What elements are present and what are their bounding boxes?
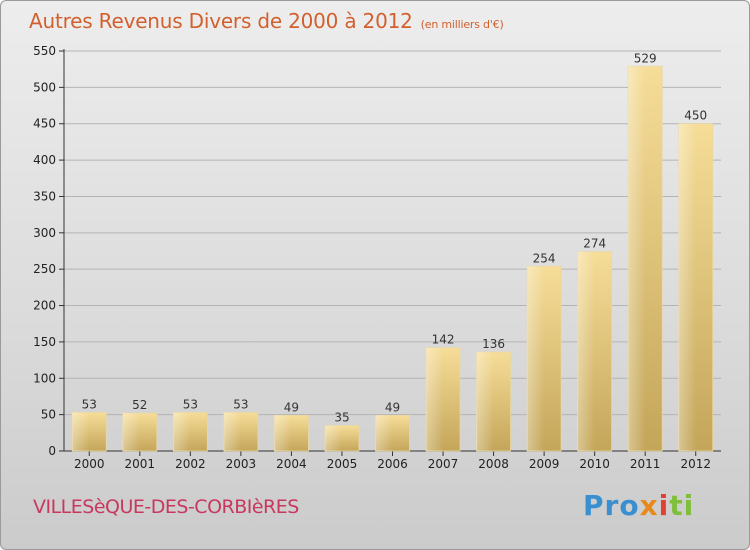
data-label: 35: [334, 411, 349, 425]
y-tick-label: 100: [33, 371, 56, 385]
y-gridlines: [64, 50, 721, 416]
y-tick-label: 250: [33, 262, 56, 276]
y-tick-label: 500: [33, 80, 56, 94]
bar-highlight: [426, 347, 444, 451]
bar-highlight: [375, 415, 393, 451]
x-tick-label: 2005: [327, 457, 358, 471]
bar-highlight: [122, 413, 140, 451]
town-name: VILLESèQUE-DES-CORBIèRES: [33, 496, 299, 518]
bar-highlight: [72, 412, 90, 451]
data-label: 274: [583, 237, 606, 251]
x-tick-label: 2003: [226, 457, 257, 471]
labels: 53 2000 52 2001 53 2002 53 2003 49 2004 35 2005 49 20…: [74, 51, 711, 471]
y-tick-label: 450: [33, 117, 56, 131]
axes: 0 50 100 150 200 250 300 350 400 450 500 550: [33, 44, 721, 458]
data-label: 529: [634, 51, 657, 65]
bar-highlight: [324, 425, 342, 451]
chart-title-text: Autres Revenus Divers de 2000 à 2012: [29, 9, 413, 33]
x-tick-label: 2012: [680, 457, 711, 471]
data-label: 49: [385, 400, 400, 414]
y-tick-label: 550: [33, 44, 56, 58]
bar-highlight: [678, 123, 696, 452]
y-tick-label: 50: [41, 408, 56, 422]
bar-highlight: [223, 412, 241, 451]
bar-highlight: [577, 251, 595, 451]
chart-title: Autres Revenus Divers de 2000 à 2012 (en …: [29, 9, 504, 33]
data-label: 142: [432, 333, 455, 347]
data-label: 53: [82, 397, 97, 411]
bar-highlight: [476, 352, 494, 451]
x-tick-label: 2008: [478, 457, 509, 471]
y-tick-label: 150: [33, 335, 56, 349]
bar-highlight: [173, 412, 191, 451]
y-tick-label: 300: [33, 226, 56, 240]
x-tick-label: 2004: [276, 457, 307, 471]
data-label: 450: [684, 109, 707, 123]
data-label: 52: [132, 398, 147, 412]
x-tick-label: 2010: [579, 457, 610, 471]
x-tick-label: 2000: [74, 457, 105, 471]
chart-unit: (en milliers d'€): [420, 18, 504, 31]
data-label: 254: [533, 251, 556, 265]
data-label: 136: [482, 337, 505, 351]
bar-highlight: [274, 415, 292, 451]
data-label: 53: [233, 397, 248, 411]
x-tick-label: 2011: [630, 457, 661, 471]
bar-highlight: [628, 66, 646, 451]
y-tick-label: 350: [33, 189, 56, 203]
x-tick-label: 2007: [428, 457, 459, 471]
y-tick-label: 200: [33, 299, 56, 313]
x-tick-label: 2001: [125, 457, 156, 471]
bar-highlight: [527, 266, 545, 451]
y-tick-label: 400: [33, 153, 56, 167]
bars: [71, 65, 714, 452]
data-label: 53: [183, 397, 198, 411]
x-tick-label: 2006: [377, 457, 408, 471]
x-tick-label: 2009: [529, 457, 560, 471]
proxiti-logo: Proxiti: [583, 489, 695, 522]
y-tick-label: 0: [48, 444, 56, 458]
data-label: 49: [284, 400, 299, 414]
x-tick-label: 2002: [175, 457, 206, 471]
